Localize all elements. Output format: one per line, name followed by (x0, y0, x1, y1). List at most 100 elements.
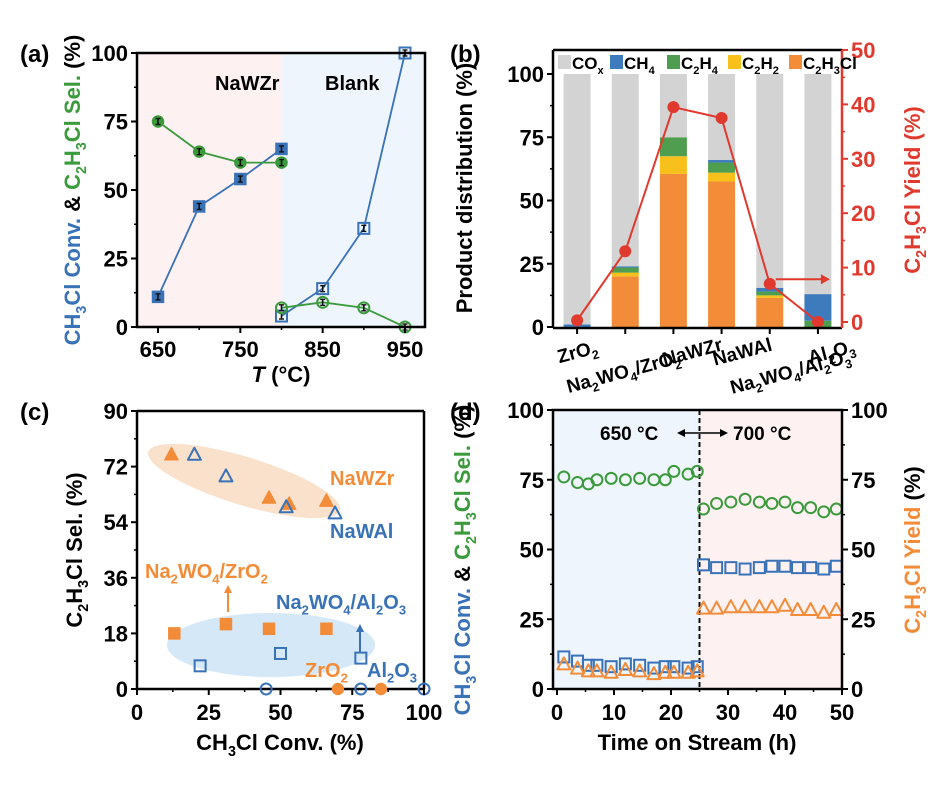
data-point (357, 221, 371, 235)
data-point-c2h3cl-yield (790, 601, 806, 616)
bar-segment-c2h2 (611, 272, 639, 277)
yield-line (576, 105, 819, 323)
x-axis-label: T (°C) (252, 362, 311, 387)
data-point-nawal (186, 446, 202, 461)
x-tick-label: 75 (340, 700, 364, 725)
data-point-c2h3cl-yield (632, 663, 648, 678)
data-point-nawal (218, 468, 234, 483)
data-point-c2h3cl-sel- (667, 464, 681, 478)
temp-label-650: 650 °C (600, 424, 659, 445)
bar-segment-c2h2 (708, 172, 736, 182)
data-point (357, 301, 371, 315)
ellipse-nawzr-nawal (148, 443, 340, 519)
y-axis-label: Product distribution (%) (452, 63, 477, 314)
y2-tick-label: 20 (851, 201, 875, 226)
bar-segment-ch4 (708, 160, 736, 163)
data-point-na2wo4-al2o3 (354, 651, 368, 665)
legend-swatch (558, 55, 571, 69)
data-point-c2h3cl-yield (646, 666, 662, 681)
data-point-ch3cl-conv- (724, 561, 738, 575)
bar-segment-ch4 (611, 266, 639, 268)
yield-point (619, 245, 632, 258)
series-line-1 (157, 120, 282, 164)
data-point-c2h3cl-sel- (791, 501, 805, 515)
arrow-head-left (677, 429, 685, 437)
y-axis-label: C2​H3​Cl Sel. (%) (62, 472, 92, 627)
data-point-c2h3cl-yield (657, 664, 673, 679)
data-point (316, 295, 330, 309)
data-point-c2h3cl-sel- (752, 495, 766, 509)
arrow-head-right (720, 429, 728, 437)
y-axis-label: CH3​Cl Conv. & C2​H3​Cl Sel. (%) (60, 35, 90, 346)
data-point-c2h3cl-sel- (804, 501, 818, 515)
y2-tick-label: 0 (851, 677, 863, 702)
panel-a: NaWZr Blank 0 25 50 75 100 650 750 850 950 T (°C) CH… (20, 35, 427, 387)
data-point-ch3cl-conv- (752, 561, 766, 575)
x-tick-label: 100 (406, 700, 443, 725)
y-tick-label: 50 (520, 538, 544, 563)
data-point-c2h3cl-sel- (778, 495, 792, 509)
data-point-ch3cl-conv- (778, 559, 792, 573)
x-tick-label: 850 (304, 337, 341, 362)
bar-segment-c2h4 (659, 137, 687, 157)
data-point-c2h3cl-yield (803, 601, 819, 616)
y2-tick-label: 100 (851, 398, 888, 423)
data-point-ch3cl-conv- (667, 660, 681, 674)
data-point-na2wo4-al2o3 (193, 659, 207, 673)
data-point-c2h3cl-sel- (738, 492, 752, 506)
annotation-al2o3: Al2​O3​ (367, 660, 417, 686)
bar-segment-c2h3cl (708, 181, 736, 327)
data-point-na2wo4-zro2 (168, 627, 181, 640)
legend-label: C2​H2​ (742, 54, 779, 77)
legend-swatch (789, 55, 802, 69)
series-line-2 (281, 52, 406, 317)
x-tick-label: 50 (268, 700, 292, 725)
y-tick-label: 75 (520, 468, 544, 493)
legend-swatch (728, 55, 741, 69)
data-point-nawzr (261, 490, 277, 504)
data-point-c2h3cl-yield (764, 599, 780, 614)
region-blank (281, 53, 425, 327)
data-point-c2h3cl-sel- (765, 496, 779, 510)
x-tick-label: 750 (222, 337, 259, 362)
y2-tick-label: 25 (851, 607, 875, 632)
y-tick-label: 100 (91, 41, 128, 66)
data-point-c2h3cl-sel- (633, 471, 647, 485)
y2-tick-label: 10 (851, 256, 875, 281)
data-point-c2h3cl-yield (603, 664, 619, 679)
data-point-c2h3cl-yield (816, 604, 832, 619)
data-point-c2h3cl-sel- (618, 473, 632, 487)
data-point-c2h3cl-yield (680, 664, 696, 679)
panel-label: (d) (450, 399, 481, 426)
data-point-c2h3cl-yield (666, 664, 682, 679)
data-point-na2wo4-zro2 (262, 622, 276, 636)
yield-point (667, 101, 680, 114)
data-point-c2h3cl-yield (828, 601, 844, 616)
bar-segment-c2h3cl (611, 276, 639, 327)
x-tick-label: 25 (197, 700, 221, 725)
y-tick-label: 25 (520, 252, 544, 277)
data-point-zro2 (374, 682, 388, 696)
data-point-c2h3cl-sel- (710, 496, 724, 510)
data-point-c2h3cl-sel- (724, 495, 738, 509)
region-label-nawzr: NaWZr (215, 73, 280, 95)
annotation-nawzr: NaWZr (330, 468, 395, 490)
data-point-c2h3cl-yield (580, 663, 596, 678)
annotation-na2wo4-zro2: Na2​WO4​/ZrO2​ (145, 561, 268, 587)
bar-segment-c2h3cl (659, 173, 687, 327)
legend-label: C2​H4​ (681, 54, 719, 77)
data-point-c2h3cl-yield (777, 597, 793, 612)
data-point-ch3cl-conv- (633, 658, 647, 672)
panel-label: (c) (20, 399, 49, 426)
data-point-al2o3 (354, 682, 368, 696)
data-point-ch3cl-conv- (817, 562, 831, 576)
legend-label: C2​H3​Cl (803, 54, 857, 77)
y-tick-label: 0 (116, 315, 128, 340)
yield-point (571, 314, 584, 327)
y-tick-label: 100 (507, 62, 544, 87)
y-tick-label: 0 (116, 677, 128, 702)
yield-point (811, 316, 824, 328)
data-point-ch3cl-conv- (804, 561, 818, 575)
panel-label: (a) (20, 41, 49, 68)
bar-segment-c2h3cl (756, 297, 784, 327)
